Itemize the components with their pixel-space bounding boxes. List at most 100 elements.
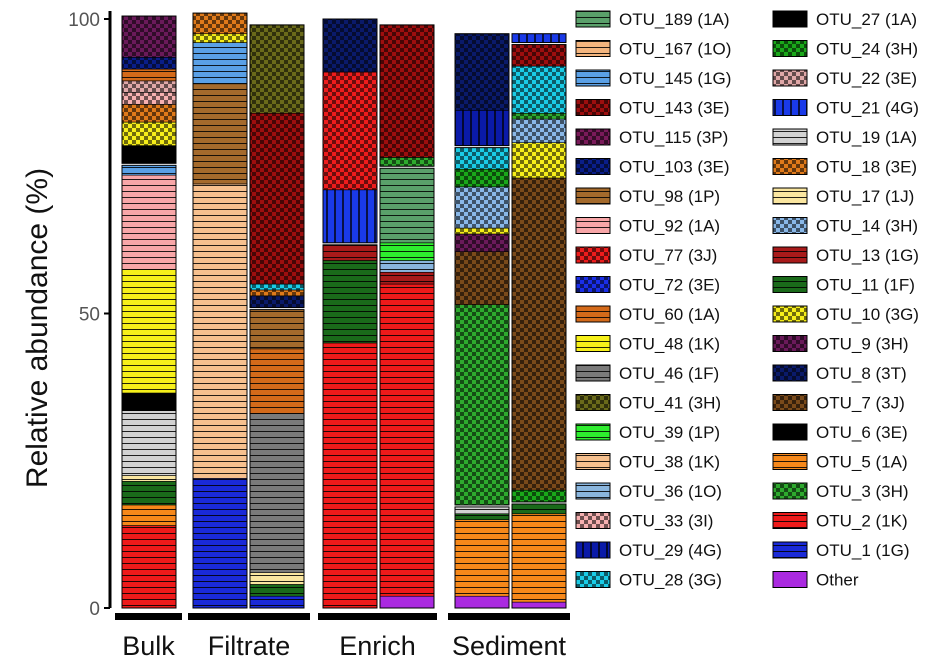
legend-swatch — [575, 482, 611, 500]
legend-item-otu-3-3h: OTU_3 (3H) — [772, 482, 909, 501]
legend-label: OTU_38 (1K) — [619, 453, 720, 472]
bar-segment-otu-3-3h — [454, 304, 510, 506]
bar-segment-other — [454, 595, 510, 609]
legend-item-otu-33-3i: OTU_33 (3I) — [575, 512, 713, 531]
bar-segment-otu-27-1a — [121, 145, 177, 164]
bar-segment-other — [511, 601, 567, 609]
bar-enrich-5 — [379, 24, 435, 609]
legend-swatch — [575, 246, 611, 264]
bar-segment-otu-13-1g — [322, 242, 378, 261]
bar-segment-otu-92-1a — [121, 174, 177, 270]
block-outline — [511, 33, 567, 44]
bars — [121, 12, 567, 609]
legend-swatch — [772, 128, 808, 146]
legend-label: OTU_115 (3P) — [619, 128, 728, 147]
legend-item-otu-98-1p: OTU_98 (1P) — [575, 187, 720, 206]
bar-segment-otu-143-3e — [379, 24, 435, 158]
legend-swatch — [772, 394, 808, 411]
block-outline — [511, 44, 567, 503]
bar-segment-otu-8-3t — [322, 18, 378, 73]
legend-swatch — [575, 187, 611, 205]
bar-segment-otu-3-3h — [511, 112, 567, 120]
bar-segment-otu-41-3h — [249, 24, 305, 114]
bar-segment-otu-11-1f — [249, 584, 305, 597]
bar-bulk-1 — [121, 15, 177, 609]
legend-item-otu-24-3h: OTU_24 (3H) — [772, 40, 918, 59]
bar-segment-otu-143-3e — [511, 42, 567, 67]
y-tick-label: 50 — [79, 305, 100, 326]
bar-segment-otu-22-3e — [121, 80, 177, 93]
legend-item-otu-48-1k: OTU_48 (1K) — [575, 335, 720, 354]
group-label-enrich: Enrich — [339, 631, 416, 661]
group-underline-sediment — [448, 613, 570, 620]
bar-segment-otu-24-3h — [454, 168, 510, 188]
legend-label: OTU_8 (3T) — [816, 364, 907, 383]
bar-segment-otu-11-1f — [121, 481, 177, 506]
legend-swatch — [772, 305, 808, 323]
legend-swatch — [575, 305, 611, 323]
legend-label: OTU_41 (3H) — [619, 394, 721, 413]
bar-segment-otu-19-1a — [121, 410, 177, 476]
legend-label: OTU_3 (3H) — [816, 482, 909, 501]
legend-item-otu-46-1f: OTU_46 (1F) — [575, 364, 719, 383]
legend-item-otu-14-3h: OTU_14 (3H) — [772, 217, 918, 236]
legend-label: OTU_189 (1A) — [619, 10, 730, 29]
legend-swatch — [772, 423, 808, 441]
legend-item-otu-92-1a: OTU_92 (1A) — [575, 217, 720, 236]
legend-item-otu-1-1g: OTU_1 (1G) — [772, 541, 910, 560]
block-outline — [454, 506, 510, 609]
legend-swatch — [772, 99, 808, 116]
legend-label: OTU_28 (3G) — [619, 571, 722, 590]
legend-swatch — [772, 40, 808, 57]
legend-label: OTU_9 (3H) — [816, 335, 909, 354]
legend-item-otu-39-1p: OTU_39 (1P) — [575, 423, 720, 442]
legend-swatch — [575, 128, 611, 146]
bar-segment-otu-28-3g — [454, 145, 510, 170]
legend-item-otu-77-3j: OTU_77 (3J) — [575, 246, 717, 265]
bar-segment-otu-33-3i — [121, 92, 177, 105]
legend-label: OTU_5 (1A) — [816, 453, 908, 472]
bar-segment-otu-98-1p — [192, 83, 248, 185]
bar-segment-otu-39-1p — [379, 242, 435, 261]
bar-sediment-6 — [454, 33, 510, 609]
bar-segment-otu-6-3e — [121, 392, 177, 411]
bar-segment-otu-9-3h — [121, 15, 177, 58]
bar-segment-otu-2-1k — [121, 525, 177, 609]
group-underline-filtrate — [188, 613, 310, 620]
block-outline — [322, 244, 378, 609]
legend-swatch — [772, 571, 808, 588]
y-axis-label: Relative abundance (%) — [21, 168, 54, 488]
bar-segment-otu-17-1j — [121, 475, 177, 482]
legend-item-otu-17-1j: OTU_17 (1J) — [772, 187, 914, 206]
bar-segment-otu-21-4g — [322, 189, 378, 244]
legend-swatch — [575, 364, 611, 382]
legend-swatch — [575, 158, 611, 175]
bar-segment-otu-11-1f — [454, 513, 510, 520]
legend-label: OTU_77 (3J) — [619, 246, 717, 265]
legend-label: OTU_10 (3G) — [816, 305, 919, 324]
group-underline-enrich — [318, 613, 437, 620]
bar-segment-otu-36-1o — [379, 260, 435, 273]
legend-item-otu-103-3e: OTU_103 (3E) — [575, 158, 730, 177]
legend-item-otu-13-1g: OTU_13 (1G) — [772, 246, 919, 265]
legend-item-otu-36-1o: OTU_36 (1O) — [575, 482, 722, 501]
legend-swatch — [575, 217, 611, 234]
group-underline-bulk — [115, 613, 182, 620]
legend-swatch — [575, 453, 611, 470]
bar-segment-otu-10-3g — [121, 121, 177, 146]
block-outline — [511, 503, 567, 609]
bar-segment-otu-5-1a — [121, 504, 177, 526]
block-outline — [454, 147, 510, 506]
legend-label: OTU_72 (3E) — [619, 276, 720, 295]
legend-item-otu-7-3j: OTU_7 (3J) — [772, 394, 905, 413]
legend-label: OTU_29 (4G) — [619, 541, 722, 560]
legend-label: OTU_7 (3J) — [816, 394, 905, 413]
legend-label: OTU_19 (1A) — [816, 128, 917, 147]
bar-segment-otu-48-1k — [121, 269, 177, 394]
legend-swatch — [772, 158, 808, 175]
bar-segment-otu-18-3e — [121, 104, 177, 123]
bar-segment-otu-18-3e — [249, 289, 305, 297]
legend-swatch — [772, 246, 808, 264]
legend-label: OTU_36 (1O) — [619, 482, 722, 501]
